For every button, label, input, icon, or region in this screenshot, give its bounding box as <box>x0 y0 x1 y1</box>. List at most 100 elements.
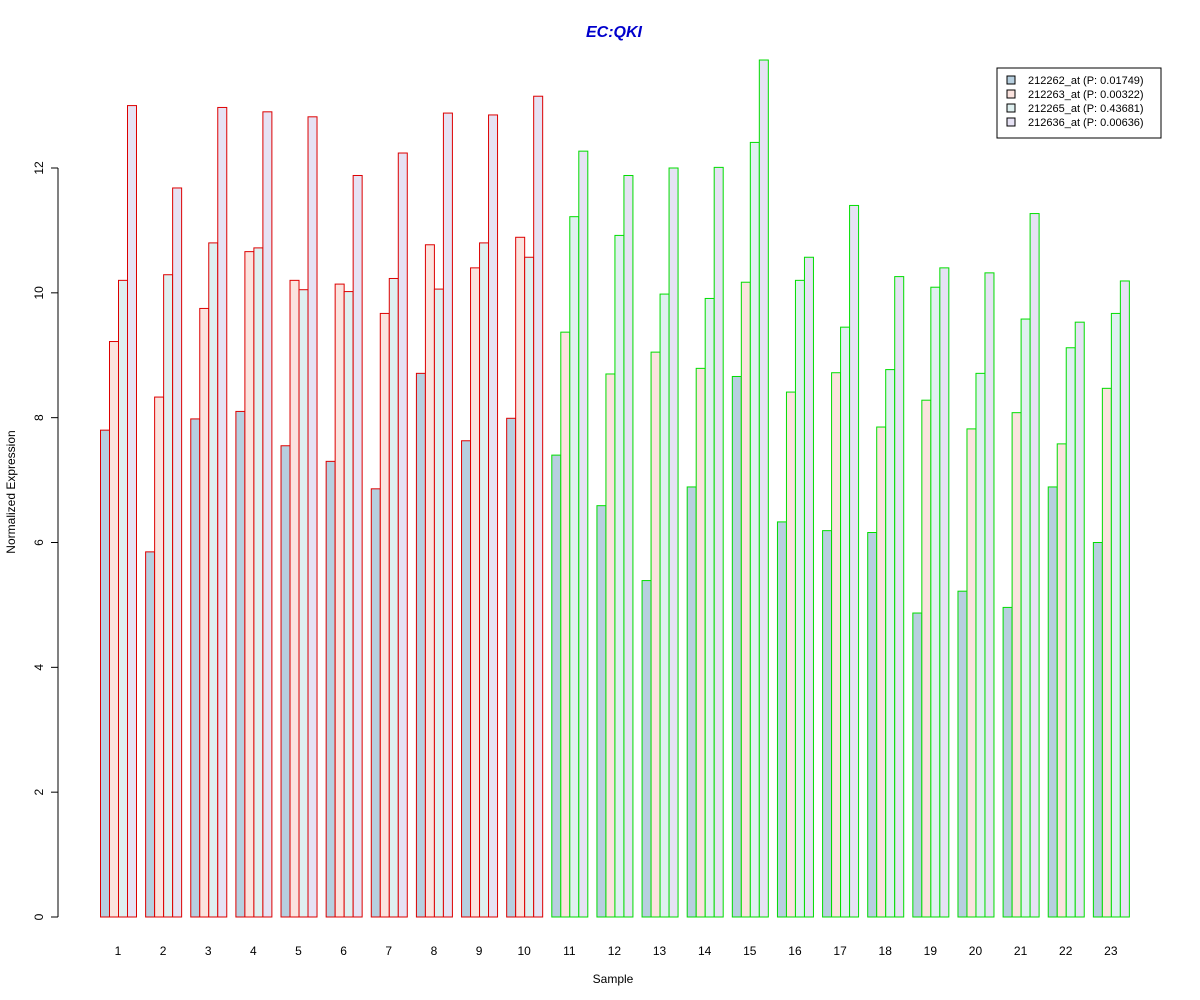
bar-sample-11-series-4 <box>578 150 589 918</box>
x-tick-label: 4 <box>250 944 257 958</box>
bar-sample-23-series-2 <box>1101 387 1112 918</box>
legend-entry: 212262_at (P: 0.01749) <box>1028 75 1144 87</box>
bar-sample-18-series-3 <box>885 369 896 918</box>
bar-sample-3-series-1 <box>190 418 201 918</box>
bar-sample-6-series-1 <box>325 460 336 918</box>
bar-sample-19-series-2 <box>921 399 932 918</box>
bar-sample-4-series-1 <box>235 410 246 918</box>
bar-sample-19-series-3 <box>930 286 941 918</box>
x-tick-label: 21 <box>1014 944 1028 958</box>
bar-sample-14-series-1 <box>686 486 697 918</box>
bar-sample-14-series-2 <box>695 367 706 918</box>
bar-sample-2-series-1 <box>145 551 156 918</box>
bar-sample-4-series-3 <box>253 247 264 918</box>
x-tick-label: 19 <box>924 944 938 958</box>
y-tick-label: 2 <box>32 789 46 796</box>
bar-sample-10-series-1 <box>506 417 517 918</box>
bar-sample-6-series-2 <box>334 283 345 918</box>
bar-sample-16-series-2 <box>785 391 796 918</box>
x-tick-label: 13 <box>653 944 667 958</box>
bar-sample-15-series-3 <box>749 141 760 918</box>
bar-sample-16-series-1 <box>776 521 787 918</box>
bar-sample-13-series-4 <box>668 167 679 918</box>
bar-sample-1-series-1 <box>100 429 110 918</box>
y-tick-label: 4 <box>32 664 46 671</box>
x-tick-label: 17 <box>833 944 847 958</box>
bar-sample-23-series-4 <box>1119 280 1130 918</box>
y-axis-label: Normalized Expression <box>4 430 18 553</box>
x-tick-label: 20 <box>969 944 983 958</box>
bar-sample-12-series-4 <box>623 174 634 918</box>
bar-sample-4-series-4 <box>262 111 273 918</box>
bar-sample-17-series-4 <box>849 204 860 918</box>
bar-sample-8-series-4 <box>442 112 453 918</box>
bar-sample-2-series-2 <box>154 396 165 918</box>
bar-sample-13-series-1 <box>641 580 652 918</box>
legend-swatch <box>1006 89 1016 99</box>
bar-sample-18-series-2 <box>876 426 887 918</box>
bar-sample-16-series-3 <box>794 279 805 918</box>
bar-sample-1-series-2 <box>109 341 119 918</box>
bar-sample-17-series-1 <box>822 530 833 918</box>
x-tick-label: 6 <box>340 944 347 958</box>
bar-sample-11-series-2 <box>560 331 571 918</box>
bar-sample-20-series-4 <box>984 272 995 918</box>
x-tick-label: 12 <box>608 944 622 958</box>
bar-sample-1-series-3 <box>118 279 128 918</box>
bar-sample-15-series-4 <box>758 59 769 918</box>
x-tick-label: 10 <box>517 944 531 958</box>
bar-sample-5-series-4 <box>307 116 318 918</box>
x-tick-label: 9 <box>476 944 483 958</box>
bar-sample-4-series-2 <box>244 251 255 918</box>
bar-sample-3-series-3 <box>208 242 219 918</box>
x-tick-label: 2 <box>160 944 167 958</box>
x-tick-label: 23 <box>1104 944 1118 958</box>
bar-sample-15-series-1 <box>731 375 742 918</box>
y-axis: 0 2 4 6 8 10 12 <box>32 161 59 920</box>
bar-sample-22-series-4 <box>1074 321 1085 918</box>
bar-sample-12-series-1 <box>596 505 607 918</box>
legend-swatch <box>1006 103 1016 113</box>
bar-sample-19-series-1 <box>912 612 923 918</box>
bar-sample-22-series-2 <box>1056 443 1067 918</box>
bar-sample-20-series-1 <box>957 590 968 918</box>
bar-sample-11-series-3 <box>569 216 580 918</box>
bar-sample-5-series-3 <box>298 289 309 918</box>
x-tick-label: 1 <box>115 944 122 958</box>
x-tick-label: 8 <box>431 944 438 958</box>
bar-sample-21-series-1 <box>1002 606 1013 918</box>
bar-sample-7-series-1 <box>370 488 381 918</box>
x-tick-label: 16 <box>788 944 802 958</box>
bar-sample-21-series-4 <box>1029 213 1040 918</box>
bar-sample-3-series-4 <box>217 106 228 918</box>
legend-box <box>996 67 1162 139</box>
legend-entry: 212263_at (P: 0.00322) <box>1028 89 1144 101</box>
legend-entry: 212636_at (P: 0.00636) <box>1028 117 1144 129</box>
bar-sample-20-series-3 <box>975 372 986 918</box>
bar-sample-9-series-2 <box>470 267 481 918</box>
x-axis-label: Sample <box>593 972 634 986</box>
x-tick-labels: 1 2 3 4 5 6 7 8 9 10 11 12 13 14 15 16 17 18 19 20 21 22 23 <box>115 944 1118 958</box>
legend-entry: 212265_at (P: 0.43681) <box>1028 103 1144 115</box>
x-tick-label: 7 <box>385 944 392 958</box>
x-tick-label: 11 <box>563 944 576 958</box>
bars-group <box>100 59 1130 918</box>
bar-sample-7-series-3 <box>388 277 399 918</box>
y-tick-label: 8 <box>32 414 46 421</box>
y-tick-label: 0 <box>32 913 46 920</box>
bar-sample-6-series-4 <box>352 174 363 918</box>
bar-sample-8-series-3 <box>433 288 444 918</box>
x-tick-label: 22 <box>1059 944 1073 958</box>
bar-sample-10-series-2 <box>515 236 526 918</box>
bar-sample-7-series-4 <box>397 152 408 918</box>
bar-sample-9-series-1 <box>461 440 472 918</box>
bar-sample-15-series-2 <box>740 281 751 918</box>
bar-sample-5-series-1 <box>280 445 291 918</box>
y-tick-label: 12 <box>32 161 46 175</box>
bar-sample-21-series-2 <box>1011 412 1022 918</box>
y-tick-label: 6 <box>32 539 46 546</box>
bar-sample-12-series-2 <box>605 373 616 918</box>
bar-sample-9-series-3 <box>479 242 490 918</box>
x-tick-label: 5 <box>295 944 302 958</box>
bar-sample-8-series-2 <box>424 244 435 918</box>
